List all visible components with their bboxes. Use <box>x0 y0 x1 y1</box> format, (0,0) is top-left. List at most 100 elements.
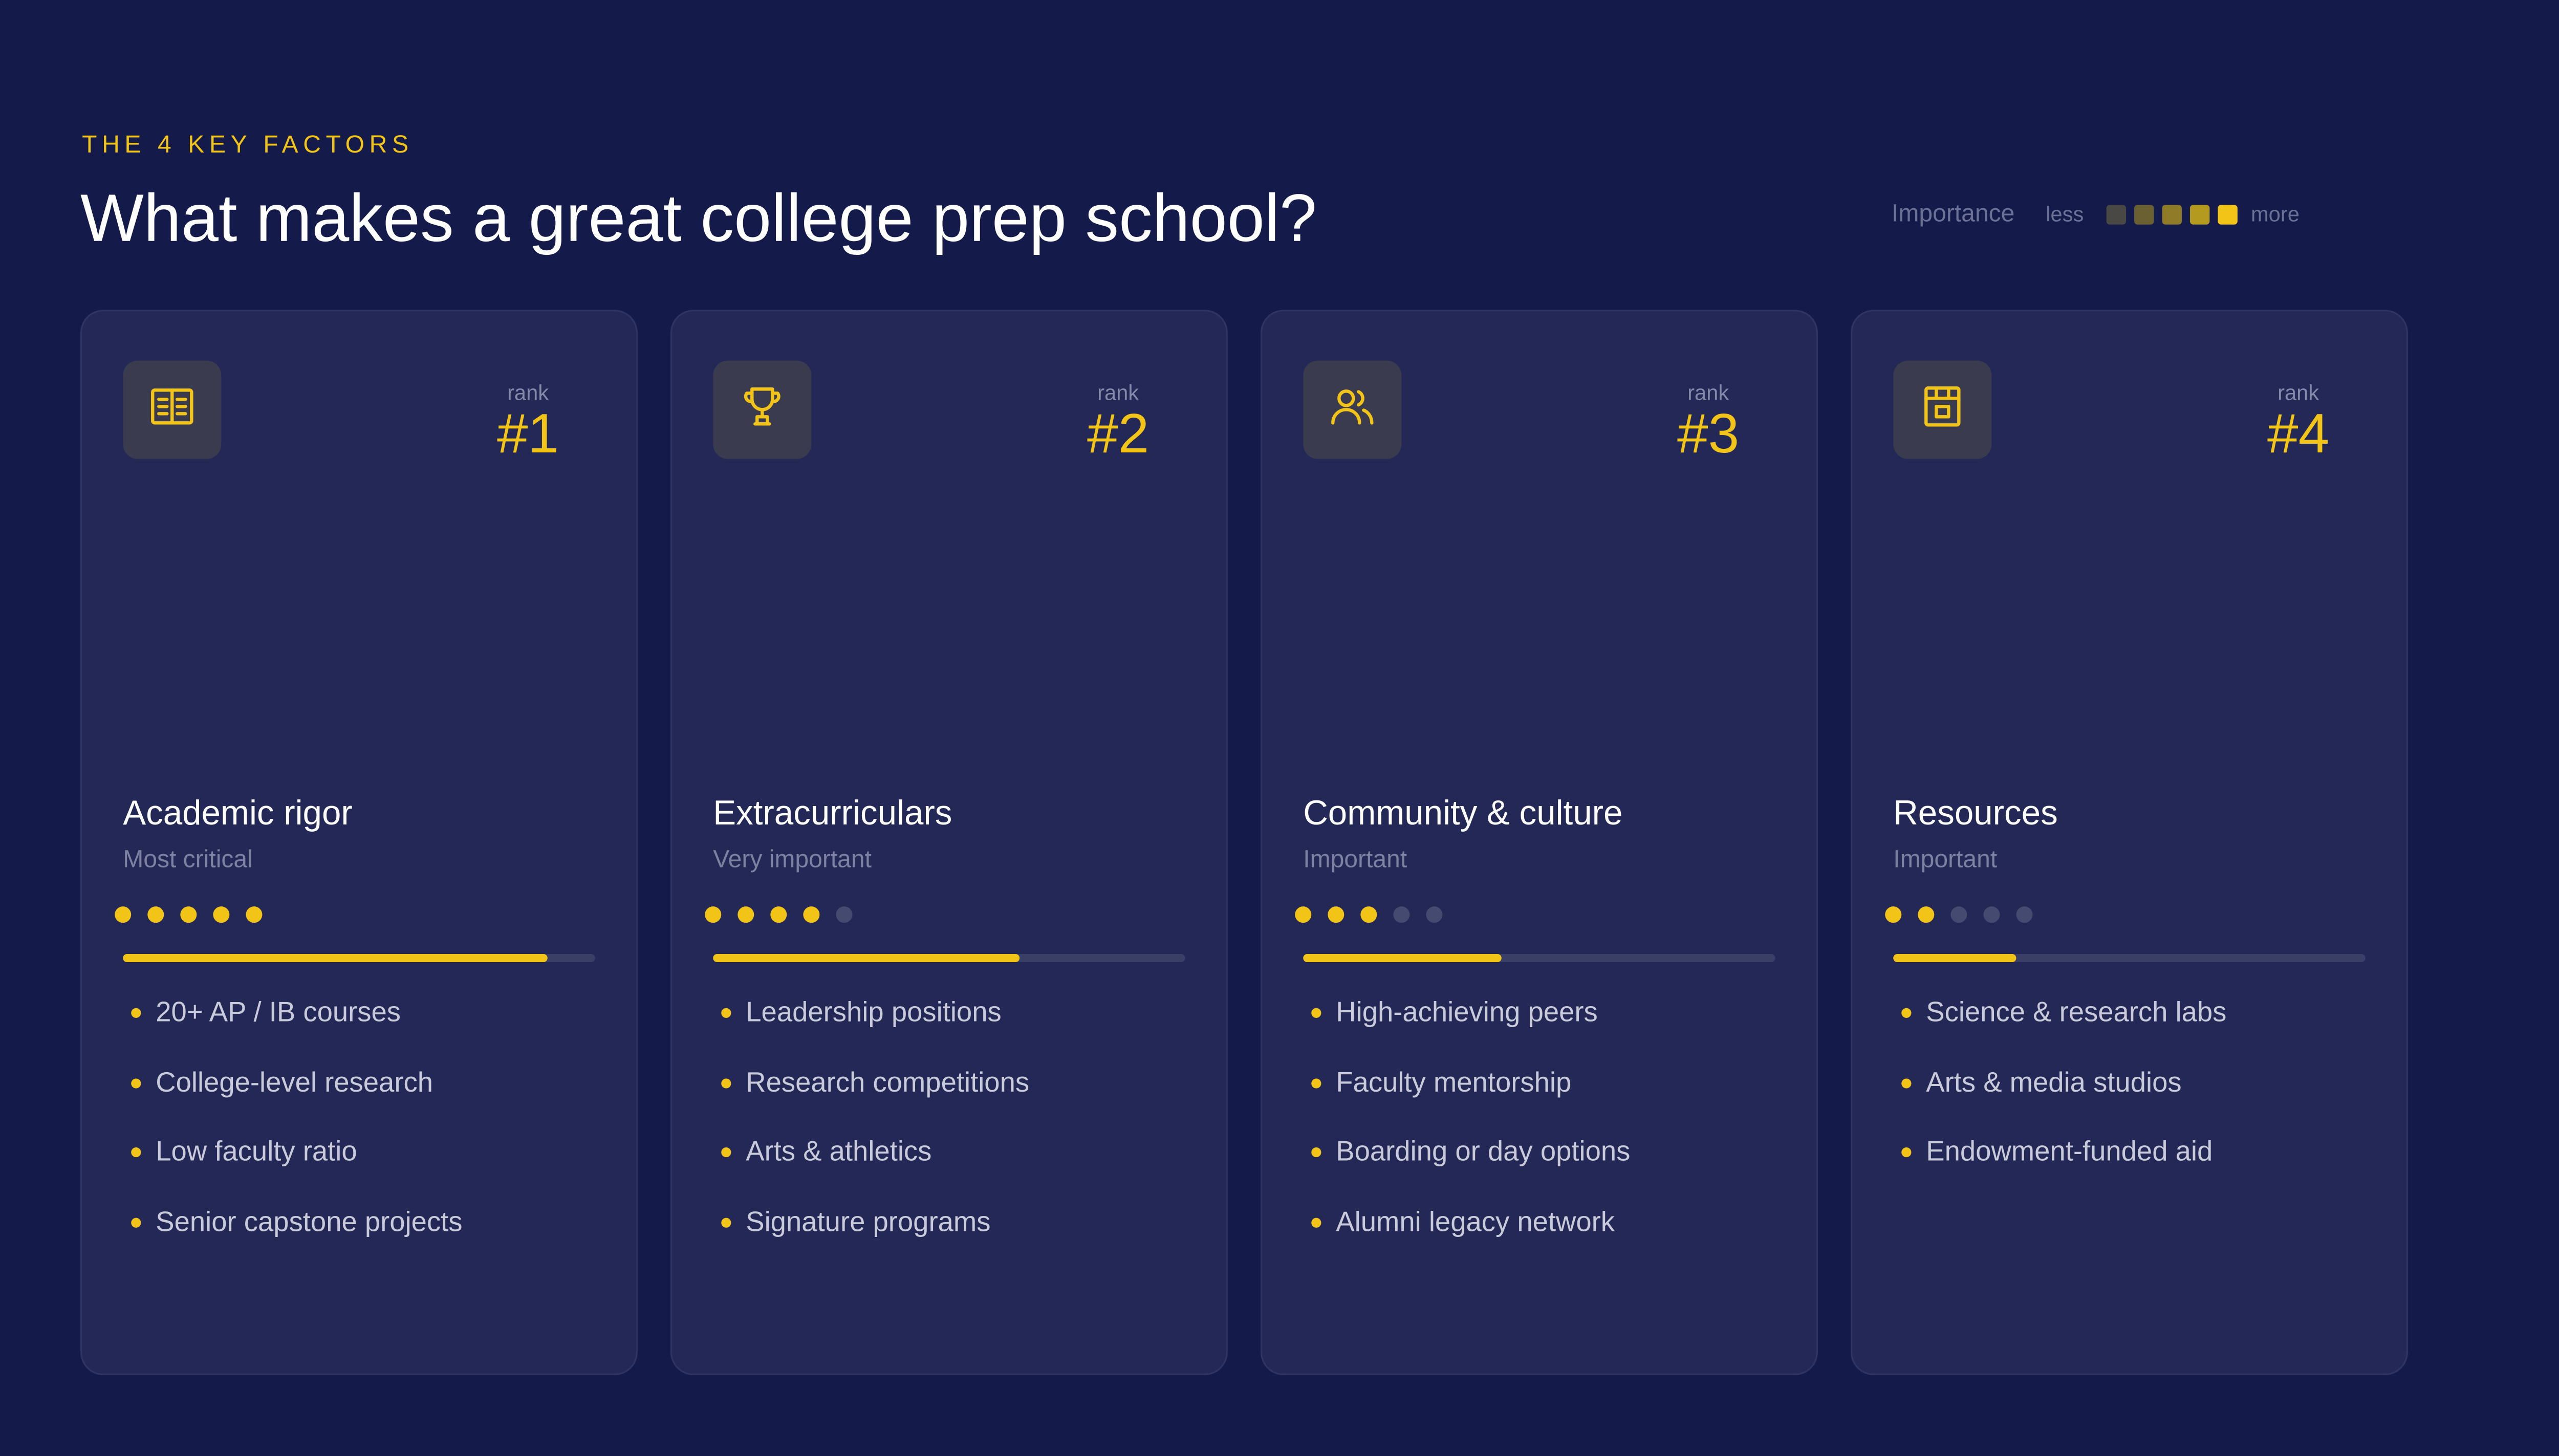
list-item-text: Boarding or day options <box>1336 1136 1631 1167</box>
list-item: High-achieving peers <box>1311 995 1630 1031</box>
list-item: Signature programs <box>721 1204 1029 1240</box>
rank-block: rank #3 <box>1677 381 1740 466</box>
list-item: Leadership positions <box>721 995 1029 1031</box>
importance-dot-filled <box>1918 906 1935 923</box>
legend-swatch-5 <box>2218 204 2238 224</box>
factor-items: Science & research labs Arts & media stud… <box>1901 995 2226 1204</box>
bullet-icon <box>131 1147 141 1158</box>
factor-title: Resources <box>1893 795 2058 833</box>
importance-dot-filled <box>738 906 754 923</box>
importance-bar-fill <box>1303 954 1502 963</box>
list-item: Faculty mentorship <box>1311 1065 1630 1101</box>
importance-dots <box>115 906 263 923</box>
trophy-icon <box>738 381 787 439</box>
legend-label: Importance <box>1892 200 2015 228</box>
list-item-text: Arts & athletics <box>746 1136 932 1167</box>
list-item-text: High-achieving peers <box>1336 996 1598 1028</box>
factor-items: High-achieving peers Faculty mentorship Bo… <box>1311 995 1630 1274</box>
factor-icon-box <box>123 360 222 459</box>
factor-subtitle: Important <box>1303 845 1407 874</box>
importance-dots <box>705 906 853 923</box>
importance-dot-filled <box>803 906 820 923</box>
bullet-icon <box>1901 1147 1912 1158</box>
bullet-icon <box>721 1078 731 1088</box>
importance-dot-empty <box>1393 906 1410 923</box>
list-item: Arts & athletics <box>721 1135 1029 1170</box>
importance-dot-filled <box>180 906 197 923</box>
rank-block: rank #1 <box>497 380 559 464</box>
factor-subtitle: Important <box>1893 845 1998 874</box>
bullet-icon <box>721 1217 731 1228</box>
legend-swatch-2 <box>2134 204 2155 224</box>
importance-bar-fill <box>1893 954 2016 963</box>
list-item-text: Senior capstone projects <box>156 1206 463 1237</box>
factor-title: Academic rigor <box>123 795 353 833</box>
importance-dot-filled <box>1295 906 1312 923</box>
legend-less-label: less <box>2046 201 2084 226</box>
bullet-icon <box>721 1147 731 1158</box>
importance-dot-filled <box>705 906 722 923</box>
importance-bar <box>1303 954 1775 963</box>
importance-bar <box>1893 954 2366 963</box>
importance-dot-empty <box>1950 906 1967 923</box>
list-item-text: Science & research labs <box>1926 996 2227 1028</box>
importance-bar <box>123 954 595 963</box>
rank-block: rank #2 <box>1087 380 1150 466</box>
building-icon <box>1918 381 1967 439</box>
list-item: College-level research <box>131 1065 462 1101</box>
importance-dot-empty <box>836 906 853 923</box>
legend-swatch-1 <box>2107 204 2127 224</box>
rank-value: #2 <box>1087 403 1150 466</box>
factor-card-4: rank #4 Resources Important Science & re… <box>1850 310 2408 1376</box>
bullet-icon <box>131 1217 141 1228</box>
list-item-text: Arts & media studios <box>1926 1066 2182 1098</box>
open-book-icon <box>147 381 197 439</box>
factor-title: Community & culture <box>1303 795 1623 833</box>
bullet-icon <box>131 1078 141 1088</box>
rank-label: rank <box>2278 380 2319 405</box>
list-item-text: Alumni legacy network <box>1336 1206 1615 1237</box>
list-item: Arts & media studios <box>1901 1065 2226 1101</box>
list-item: Boarding or day options <box>1311 1135 1630 1170</box>
bullet-icon <box>1311 1008 1321 1018</box>
importance-dot-filled <box>1328 906 1344 923</box>
list-item: Senior capstone projects <box>131 1204 463 1240</box>
factor-items: 20+ AP / IB courses College-level researc… <box>131 995 463 1274</box>
importance-bar-fill <box>713 954 1020 963</box>
bullet-icon <box>131 1008 141 1018</box>
rank-value: #4 <box>2267 403 2330 466</box>
page-title: What makes a great college prep school? <box>80 180 1317 256</box>
importance-dot-filled <box>213 906 230 923</box>
list-item: Research competitions <box>721 1065 1029 1101</box>
importance-dot-filled <box>1885 906 1902 923</box>
legend-swatch-3 <box>2162 204 2182 224</box>
bullet-icon <box>1901 1008 1912 1018</box>
list-item-text: Endowment-funded aid <box>1926 1136 2213 1167</box>
factor-subtitle: Most critical <box>123 845 253 874</box>
factor-icon-box <box>713 360 812 459</box>
factor-title: Extracurriculars <box>713 795 952 833</box>
importance-dot-filled <box>1360 906 1377 923</box>
importance-dot-filled <box>246 906 263 923</box>
rank-label: rank <box>1097 380 1139 405</box>
factor-icon-box <box>1893 360 1992 459</box>
legend-swatch-4 <box>2190 204 2210 224</box>
importance-bar-fill <box>123 954 548 963</box>
list-item: 20+ AP / IB courses <box>131 995 462 1031</box>
rank-label: rank <box>507 380 549 405</box>
importance-dot-filled <box>115 906 132 923</box>
factor-cards: rank #1 Academic rigor Most critical 20+… <box>80 310 2408 1376</box>
importance-legend: Importance less more <box>1892 200 2300 228</box>
bullet-icon <box>1311 1217 1321 1228</box>
factor-subtitle: Very important <box>713 845 872 874</box>
list-item: Science & research labs <box>1901 995 2226 1031</box>
rank-value: #3 <box>1677 403 1740 466</box>
list-item-text: 20+ AP / IB courses <box>156 996 401 1028</box>
factor-icon-box <box>1303 360 1402 459</box>
importance-dot-empty <box>2016 906 2033 923</box>
factor-card-3: rank #3 Community & culture Important Hi… <box>1260 310 1818 1376</box>
list-item-text: Signature programs <box>746 1206 991 1237</box>
list-item-text: Faculty mentorship <box>1336 1066 1572 1098</box>
factor-items: Leadership positions Research competition… <box>721 995 1029 1274</box>
